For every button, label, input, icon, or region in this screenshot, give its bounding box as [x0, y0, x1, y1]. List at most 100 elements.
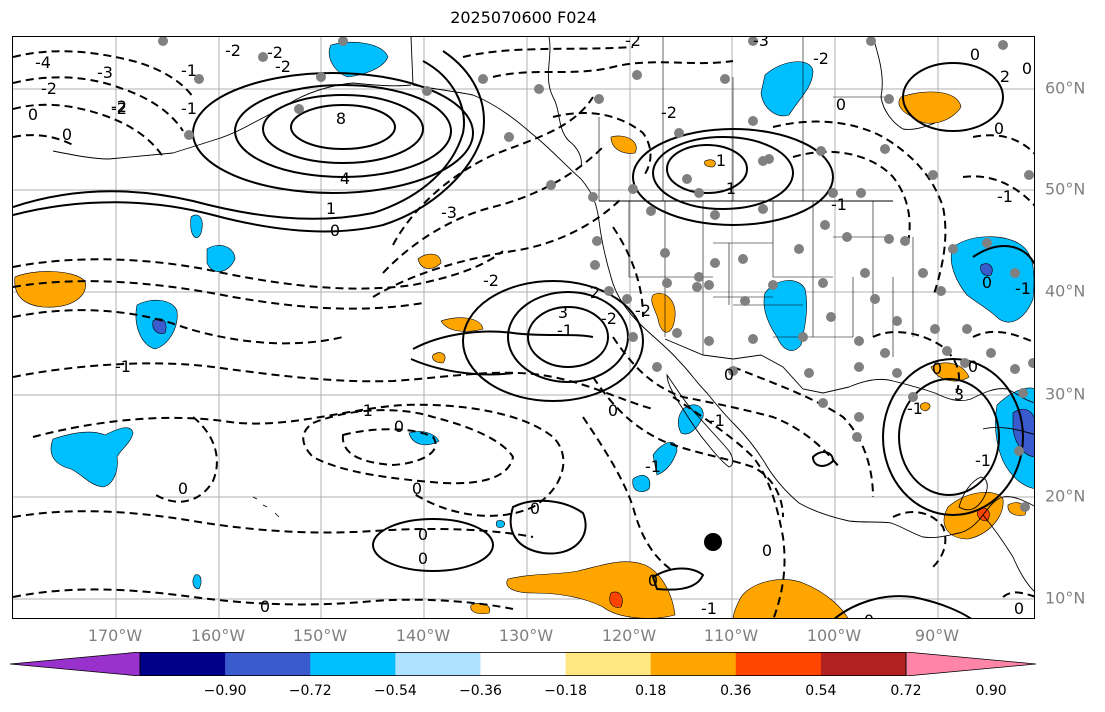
colorbar-segment: [225, 652, 311, 676]
contour-label: 0: [864, 611, 874, 619]
station-dot: [504, 132, 514, 142]
station-dot: [884, 94, 894, 104]
contour-line: [262, 94, 424, 164]
contour-label: 8: [336, 109, 346, 128]
contour-line: [902, 62, 1004, 132]
contour-line: [392, 96, 594, 246]
contour-label: -1: [357, 401, 373, 420]
contour-label: -1: [997, 187, 1013, 206]
contour-label: 0: [982, 273, 992, 292]
contour-line: [290, 104, 396, 150]
contour-label: 0: [178, 479, 188, 498]
station-dot: [818, 278, 828, 288]
station-dot: [768, 280, 778, 290]
contour-line: [972, 245, 1034, 266]
contour-label: -2: [813, 49, 829, 68]
station-dot: [892, 316, 902, 326]
coastline-north-america: [410, 37, 1034, 538]
fill-patch-pos: [432, 352, 446, 364]
contour-line: [732, 366, 874, 498]
contour-line: [13, 362, 654, 410]
contour-line: [13, 76, 184, 132]
colorbar-segment: [480, 652, 567, 676]
contour-label: 0: [724, 365, 734, 384]
longitude-label: 140°W: [395, 626, 451, 645]
contour-label: 0: [762, 541, 772, 560]
longitude-label: 130°W: [498, 626, 554, 645]
contour-label: -4: [35, 53, 51, 72]
coastline-hudson: [872, 37, 936, 130]
station-dot: [258, 52, 268, 62]
graticule: [13, 37, 1034, 618]
contour-label: 1: [726, 179, 736, 198]
colorbar-tick-label: −0.72: [288, 683, 332, 699]
colorbar-segment: [735, 652, 822, 676]
contour-line: [892, 511, 947, 568]
contour-label: -1: [557, 321, 573, 340]
station-dot: [604, 286, 614, 296]
contour-line: [972, 134, 1034, 155]
fill-patch-neg: [763, 280, 807, 351]
station-dot: [870, 294, 880, 304]
fill-patch-neg: [50, 427, 134, 488]
fill-patch-pos: [14, 271, 86, 308]
contour-label: 0: [418, 525, 428, 544]
longitude-label: 170°W: [87, 626, 143, 645]
contour-label: 0: [836, 95, 846, 114]
station-dot: [1010, 364, 1020, 374]
coastline-aleutians: [52, 150, 174, 160]
state-lines: [628, 201, 914, 357]
station-dot: [854, 412, 864, 422]
contour-line: [13, 103, 164, 158]
contour-line: [651, 567, 705, 591]
coastline-baja: [666, 373, 734, 468]
contour-line: [13, 60, 465, 220]
fill-patch-neg: [192, 574, 202, 590]
colorbar-tick-label: 0.18: [635, 683, 667, 699]
station-dot: [936, 286, 946, 296]
contours-positive: [13, 50, 1034, 618]
contour-line: [492, 60, 734, 78]
contour-label: 0: [412, 479, 422, 498]
station-dot: [948, 244, 958, 254]
canada-province-lines: [598, 37, 893, 201]
contour-line: [1002, 591, 1034, 598]
fill-patch-pos: [417, 253, 442, 269]
colorbar-tick-label: −0.36: [458, 683, 502, 699]
station-dot: [860, 268, 870, 278]
colorbar-tick-label: −0.18: [544, 683, 587, 699]
fill-patch-neg: [632, 475, 651, 492]
contour-label: 3: [954, 385, 964, 404]
contour-label: -1: [701, 599, 717, 618]
longitude-label: 120°W: [601, 626, 657, 645]
station-dot: [588, 192, 598, 202]
station-dot: [622, 294, 632, 304]
contour-label: 1: [326, 199, 336, 218]
contour-label: 4: [340, 169, 350, 188]
contour-line: [632, 128, 834, 226]
colorbar-tick-label: −0.90: [203, 683, 247, 699]
station-dot: [660, 248, 670, 258]
contour-label: 0: [28, 105, 38, 124]
station-dot: [674, 128, 684, 138]
contour-label: 0: [994, 119, 1004, 138]
fill-patch-pos: [610, 135, 637, 154]
longitude-label: 110°W: [703, 626, 759, 645]
contour-line: [234, 84, 452, 178]
contour-label: 0: [530, 499, 540, 518]
fill-patch-neg: [328, 42, 389, 78]
fill-patch-neg: [408, 431, 440, 446]
contour-label: 0: [330, 221, 340, 240]
contour-line: [872, 331, 960, 398]
station-dot: [748, 334, 758, 344]
contour-label: -1: [907, 399, 923, 418]
station-dot: [826, 312, 836, 322]
colorbar-segment: [565, 652, 652, 676]
fill-patch-neg: [206, 245, 236, 272]
station-dot: [866, 37, 876, 46]
coastline-canada-interior: [547, 37, 582, 168]
station-dot: [628, 332, 638, 342]
contour-label: -1: [975, 451, 991, 470]
central-america: [982, 514, 1034, 592]
fill-patch-neg: [760, 61, 814, 117]
